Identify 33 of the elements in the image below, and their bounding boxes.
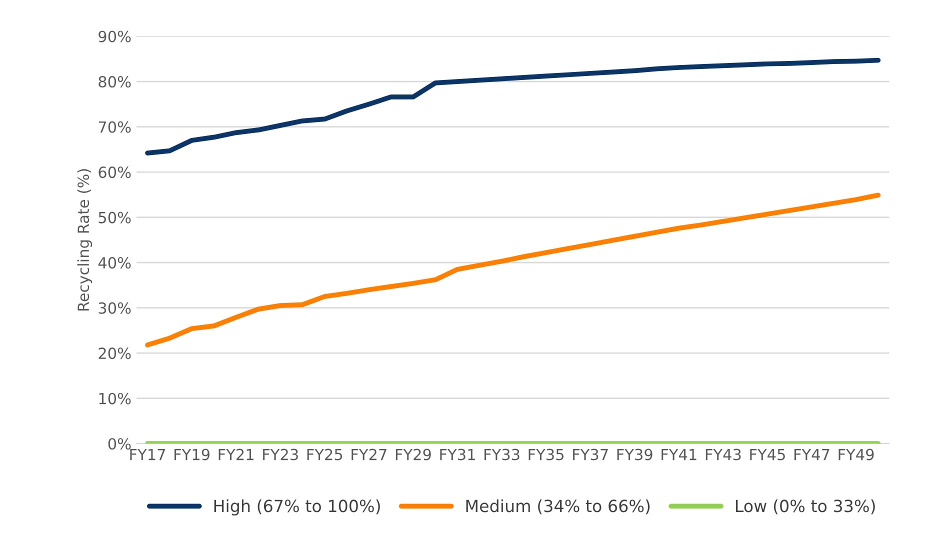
line-series bbox=[145, 192, 881, 348]
x-tick-label: FY49 bbox=[838, 448, 874, 460]
y-tick-label: 90% bbox=[98, 30, 131, 42]
x-tick-label: FY41 bbox=[662, 448, 696, 460]
x-tick-label: FY43 bbox=[706, 448, 741, 460]
y-axis-title: Recycling Rate (%) bbox=[77, 169, 92, 311]
x-tick-label: FY47 bbox=[794, 448, 830, 460]
x-tick-label: FY19 bbox=[174, 448, 210, 460]
y-tick-label: 70% bbox=[98, 121, 131, 133]
y-tick-label: 0% bbox=[108, 438, 131, 450]
x-tick-label: FY35 bbox=[528, 448, 564, 460]
y-tick-label: 60% bbox=[98, 166, 131, 178]
legend-label: Low (0% to 33%) bbox=[736, 499, 875, 514]
x-tick-label: FY25 bbox=[307, 448, 342, 460]
x-tick-label: FY23 bbox=[263, 448, 298, 460]
x-tick-label: FY17 bbox=[130, 448, 165, 460]
legend-label: Medium (34% to 66%) bbox=[466, 499, 650, 514]
y-tick-label: 30% bbox=[98, 302, 131, 314]
legend-label: High (67% to 100%) bbox=[214, 499, 380, 516]
x-tick-label: FY21 bbox=[218, 448, 254, 460]
x-tick-label: FY33 bbox=[484, 448, 520, 460]
x-tick-label: FY45 bbox=[750, 448, 785, 460]
y-tick-label: 80% bbox=[98, 76, 131, 88]
x-tick-label: FY29 bbox=[396, 448, 431, 460]
x-tick-label: FY39 bbox=[617, 448, 652, 460]
x-tick-label: FY37 bbox=[573, 448, 608, 460]
y-tick-label: 20% bbox=[98, 348, 131, 360]
y-tick-label: 50% bbox=[98, 212, 131, 224]
y-tick-label: 40% bbox=[98, 257, 131, 269]
line-series bbox=[145, 58, 881, 156]
x-tick-label: FY31 bbox=[440, 448, 475, 460]
y-tick-label: 10% bbox=[99, 392, 131, 404]
x-tick-label: FY27 bbox=[352, 448, 386, 460]
